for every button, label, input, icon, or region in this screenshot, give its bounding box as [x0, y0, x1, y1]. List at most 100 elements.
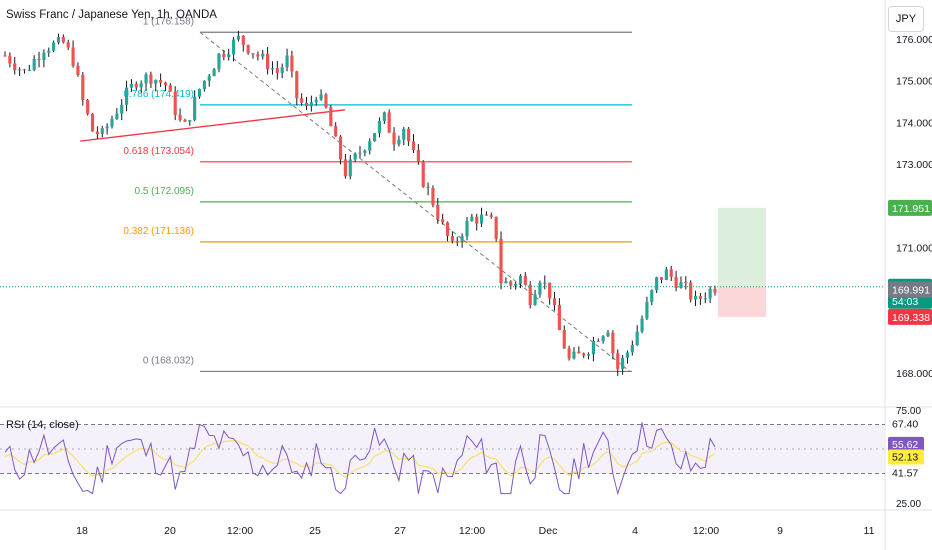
candle-body	[625, 352, 630, 358]
candle-body	[441, 219, 445, 223]
time-tick: 20	[164, 525, 176, 537]
candle-body	[533, 294, 537, 305]
stop-price-label: 169.338	[892, 312, 930, 324]
rsi-label-bg	[888, 449, 924, 465]
fib-level-label: 0.382 (171.136)	[123, 226, 194, 237]
candle-body	[66, 42, 70, 48]
rsi-label-bg	[888, 436, 924, 452]
candle-body	[139, 83, 143, 88]
candle-body	[256, 54, 260, 57]
candle-body	[552, 298, 557, 306]
candle-body	[421, 161, 425, 187]
candle-body	[567, 348, 571, 359]
candle-body	[538, 282, 542, 295]
candle-body	[630, 345, 634, 353]
candle-body	[163, 82, 168, 86]
target-price-label: 171.951	[892, 203, 930, 215]
candle-body	[616, 353, 620, 370]
trendline	[79, 109, 346, 142]
candle-body	[3, 55, 7, 57]
rsi-tick: 25.00	[896, 499, 921, 510]
candle-body	[601, 336, 605, 342]
candle-body	[528, 284, 532, 305]
candle-body	[290, 55, 294, 72]
candle-body	[664, 269, 668, 280]
candle-body	[222, 53, 226, 58]
candle-body	[202, 80, 206, 90]
time-tick: 9	[777, 525, 783, 537]
rsi-value-label: 52.13	[892, 451, 918, 463]
candle-body	[387, 112, 391, 133]
candle-body	[582, 353, 586, 356]
candle-body	[159, 80, 163, 83]
candle-body	[348, 159, 352, 177]
candle-body	[611, 332, 615, 354]
candle-body	[86, 99, 90, 114]
candle-body	[304, 102, 309, 107]
candle-body	[708, 288, 712, 299]
candle-body	[460, 236, 464, 242]
candle-body	[105, 126, 109, 129]
candle-body	[8, 55, 12, 64]
candle-body	[669, 269, 673, 277]
candle-body	[557, 305, 561, 331]
candle-body	[543, 282, 547, 284]
price-tick: 173.000	[896, 159, 932, 171]
price-tick: 175.000	[896, 76, 932, 88]
time-tick: 11	[864, 525, 875, 537]
time-tick: 27	[394, 525, 406, 537]
prior-close-label: 169.991	[892, 285, 930, 297]
candle-body	[76, 65, 80, 75]
price-tick: 168.000	[896, 368, 932, 380]
candle-body	[144, 74, 148, 84]
price-tick: 171.000	[896, 243, 932, 255]
candle-body	[523, 275, 527, 285]
candle-body	[382, 112, 386, 121]
candle-body	[479, 214, 484, 224]
candle-body	[329, 107, 333, 127]
candle-body	[368, 141, 372, 151]
target-price-label-bg	[888, 199, 932, 216]
candle-body	[134, 83, 138, 88]
currency-button[interactable]: JPY	[888, 6, 924, 32]
candle-body	[56, 36, 61, 43]
candle-body	[42, 52, 46, 61]
candle-body	[698, 295, 702, 299]
time-tick: 12:00	[227, 525, 253, 537]
candle-body	[484, 214, 489, 216]
candle-body	[280, 67, 284, 73]
candle-body	[450, 235, 454, 241]
candle-body	[178, 114, 182, 121]
rsi-value-label: 41.57	[892, 468, 918, 480]
time-tick: 25	[309, 525, 321, 537]
prior-close-label-bg	[888, 281, 932, 298]
candle-body	[47, 50, 51, 53]
candle-body	[32, 58, 36, 70]
candle-body	[173, 91, 177, 115]
position-target-zone	[718, 207, 766, 287]
candle-body	[193, 96, 197, 121]
candle-body	[168, 85, 172, 92]
candle-body	[455, 240, 459, 242]
candle-body	[577, 351, 581, 354]
time-tick: 4	[632, 525, 638, 537]
rsi-ma-line	[4, 439, 716, 478]
candle-body	[61, 36, 65, 43]
candle-body	[343, 159, 347, 177]
candle-body	[548, 282, 552, 299]
time-tick: 18	[76, 525, 88, 537]
position-stop-zone	[718, 286, 766, 317]
candle-body	[640, 318, 644, 332]
candle-body	[241, 35, 245, 46]
candle-body	[499, 238, 503, 284]
candle-body	[659, 277, 664, 280]
candle-body	[207, 76, 211, 81]
candle-body	[518, 275, 523, 284]
candle-body	[115, 113, 119, 119]
candle-body	[124, 87, 129, 105]
fib-level-label: 0.5 (172.095)	[135, 186, 195, 197]
rsi-label-bg	[888, 465, 924, 481]
candle-body	[334, 126, 338, 137]
candle-body	[514, 283, 518, 286]
